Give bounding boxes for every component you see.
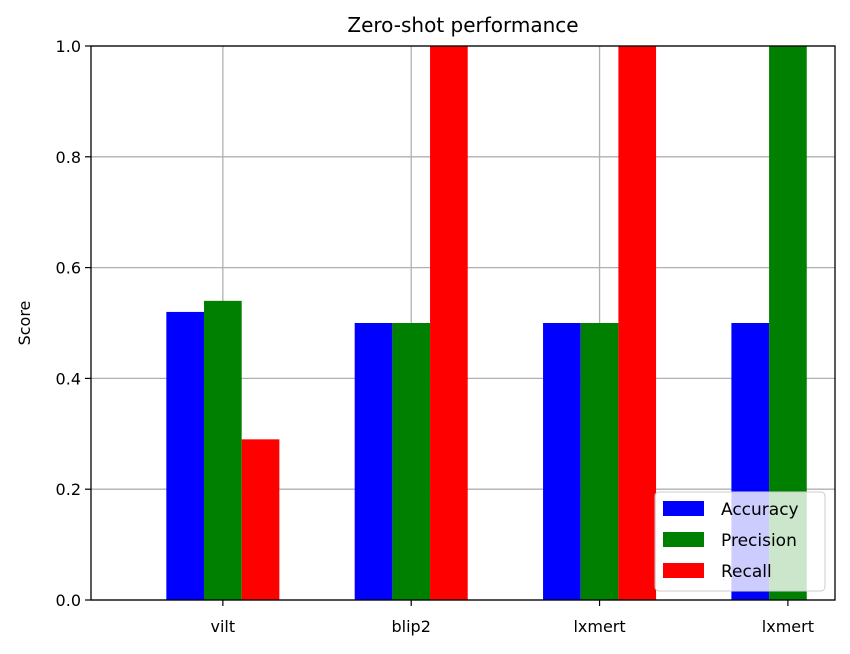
bar-accuracy-0 [166,311,205,600]
y-tick-label-1: 0.2 [56,480,81,499]
y-tick-label-2: 0.4 [56,369,81,388]
axes: 0.0 0.2 0.4 0.6 0.8 1.0 vilt blip2 lxmert lxmert [56,37,814,636]
chart-title: Zero-shot performance [347,13,578,37]
bar-precision-0 [204,300,242,600]
bar-recall-1 [430,46,468,600]
bar-precision-1 [392,323,431,600]
legend-label-recall: Recall [721,562,772,582]
bar-recall-0 [241,439,280,600]
plot-frame [90,45,836,601]
legend-label-accuracy: Accuracy [721,500,799,520]
legend: Accuracy Precision Recall [654,491,826,592]
y-tick-label-4: 0.8 [56,148,81,167]
y-tick-label-5: 1.0 [56,37,81,56]
y-tick-label-3: 0.6 [56,259,81,278]
x-tick-label-1: blip2 [392,617,431,636]
legend-swatch-precision [663,532,704,547]
bar-accuracy-2 [543,323,581,600]
bar-precision-2 [580,323,619,600]
bar-recall-2 [618,46,657,600]
x-tick-label-3: lxmert [762,617,814,636]
x-tick-label-0: vilt [211,617,236,636]
legend-label-precision: Precision [721,531,797,551]
legend-swatch-recall [663,563,704,578]
x-tick-label-2: lxmert [573,617,625,636]
y-axis-label: Score [15,301,34,346]
bar-accuracy-1 [354,323,393,600]
legend-swatch-accuracy [663,501,704,516]
y-tick-label-0: 0.0 [56,591,81,610]
